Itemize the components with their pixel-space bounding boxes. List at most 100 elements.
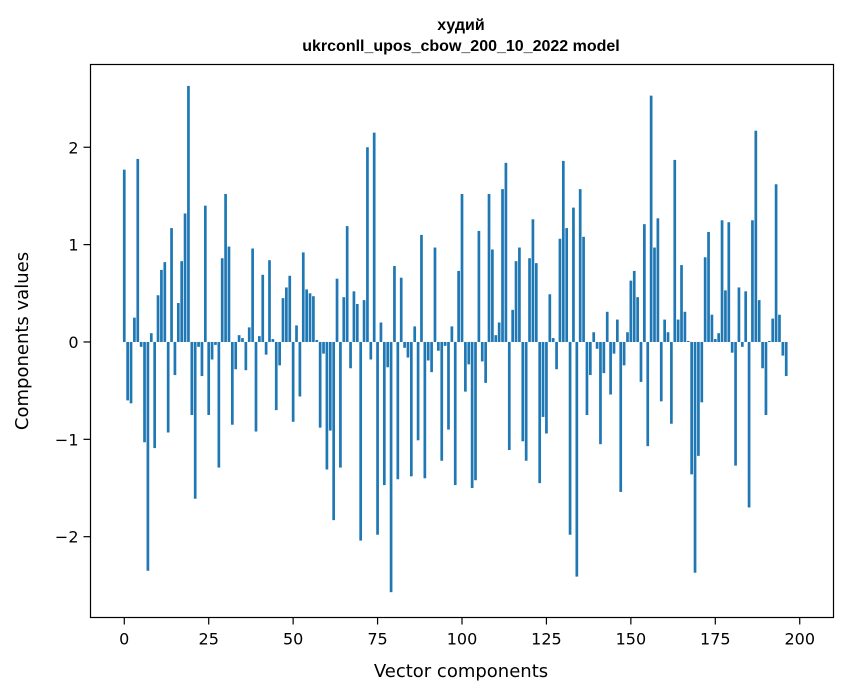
bar-174: [710, 314, 714, 342]
bar-131: [565, 228, 569, 342]
bar-123: [538, 341, 542, 484]
bar-85: [409, 341, 413, 477]
bar-181: [734, 341, 737, 466]
bar-41: [261, 274, 265, 342]
bar-162: [670, 341, 673, 424]
bar-28: [217, 341, 221, 468]
bar-166: [683, 311, 687, 342]
x-tick-label: 100: [447, 630, 478, 649]
bar-47: [281, 298, 285, 342]
bar-84: [406, 341, 410, 358]
bar-183: [740, 341, 744, 347]
bar-130: [561, 160, 565, 342]
bar-59: [322, 341, 325, 354]
bar-74: [372, 132, 376, 342]
bar-146: [616, 319, 619, 342]
bar-147: [619, 341, 623, 492]
bar-128: [555, 341, 558, 370]
bar-61: [328, 341, 332, 431]
bar-101: [464, 341, 467, 392]
bar-69: [355, 304, 359, 342]
bar-24: [203, 205, 207, 342]
x-tick-label: 25: [199, 630, 219, 649]
bar-122: [534, 263, 538, 342]
bar-68: [352, 291, 356, 342]
bar-143: [605, 311, 609, 342]
bar-145: [612, 341, 616, 354]
bar-44: [271, 339, 275, 342]
bar-102: [467, 341, 471, 365]
bar-104: [474, 341, 477, 481]
bar-117: [518, 247, 521, 342]
bar-83: [403, 341, 406, 348]
bar-95: [443, 341, 447, 346]
bar-16: [176, 303, 180, 342]
bar-157: [653, 247, 656, 342]
bar-49: [288, 275, 292, 342]
bar-109: [491, 249, 494, 342]
bar-26: [210, 341, 214, 360]
y-axis-label: Components values: [12, 252, 33, 430]
bar-108: [487, 193, 491, 342]
bar-134: [575, 341, 579, 577]
bar-29: [220, 258, 224, 342]
bar-77: [382, 341, 386, 486]
bar-15: [173, 341, 177, 376]
bar-1: [126, 341, 129, 401]
bar-111: [497, 322, 501, 342]
bar-139: [592, 332, 596, 342]
bar-62: [332, 341, 336, 521]
bar-8: [149, 333, 153, 342]
bar-73: [369, 341, 373, 360]
bar-124: [541, 341, 545, 417]
bar-118: [521, 341, 525, 442]
bar-144: [609, 341, 612, 395]
plot-frame: [89, 63, 835, 619]
bar-191: [767, 341, 771, 342]
bar-148: [622, 341, 626, 366]
bar-178: [724, 290, 727, 342]
bar-57: [315, 340, 319, 342]
bar-154: [643, 224, 646, 342]
bar-4: [136, 158, 140, 342]
bar-164: [676, 319, 680, 342]
bar-71: [362, 300, 366, 342]
bar-99: [457, 270, 460, 342]
bar-54: [305, 289, 308, 342]
bar-10: [156, 295, 160, 342]
bar-72: [366, 147, 369, 342]
bar-56: [312, 296, 315, 342]
bar-127: [551, 338, 555, 342]
bar-171: [700, 341, 704, 403]
y-tick-label: 1: [68, 236, 78, 255]
bar-141: [599, 341, 602, 445]
bar-187: [754, 130, 758, 342]
bar-33: [234, 341, 238, 370]
bar-94: [440, 341, 444, 461]
bar-116: [514, 261, 518, 342]
bar-30: [224, 193, 227, 342]
bar-192: [771, 318, 775, 342]
bar-110: [494, 335, 498, 342]
bar-2: [129, 341, 133, 404]
bar-155: [646, 341, 650, 447]
bar-37: [247, 327, 251, 342]
bar-106: [480, 341, 484, 362]
bar-149: [626, 332, 629, 342]
bar-53: [301, 252, 305, 342]
bar-129: [558, 238, 562, 342]
bar-119: [524, 341, 528, 461]
bar-176: [717, 333, 721, 342]
bar-12: [163, 262, 167, 342]
bar-19: [187, 85, 190, 342]
bar-35: [241, 338, 244, 342]
bar-114: [507, 341, 511, 451]
x-tick-label: 0: [119, 630, 129, 649]
bar-18: [183, 213, 187, 342]
bar-5: [139, 341, 143, 347]
x-tick-label: 50: [283, 630, 303, 649]
bar-80: [393, 266, 396, 342]
bar-169: [693, 341, 697, 573]
bar-120: [528, 258, 531, 342]
